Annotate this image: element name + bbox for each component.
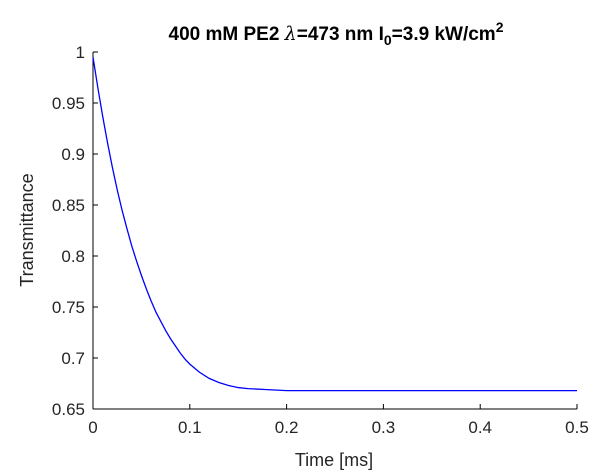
y-tick-label: 0.7	[61, 349, 85, 368]
y-tick-label: 0.9	[61, 145, 85, 164]
y-axis-label: Transmittance	[17, 173, 37, 286]
chart-title: 400 mM PE2 λ=473 nm I0=3.9 kW/cm2	[169, 19, 504, 48]
x-axis-label: Time [ms]	[295, 450, 373, 470]
y-axis-ticks: 0.65 0.7 0.75 0.8 0.85 0.9 0.95 1	[52, 43, 98, 419]
x-tick-label: 0.1	[178, 418, 202, 437]
plot-series	[92, 56, 577, 392]
x-tick-label: 0.4	[468, 418, 492, 437]
y-tick-label: 0.85	[52, 196, 85, 215]
y-tick-label: 0.75	[52, 298, 85, 317]
x-axis-ticks: 0 0.1 0.2 0.3 0.4 0.5	[88, 404, 589, 437]
y-tick-label: 1	[76, 43, 85, 62]
y-tick-label: 0.95	[52, 94, 85, 113]
x-tick-label: 0.2	[275, 418, 299, 437]
y-tick-label: 0.8	[61, 247, 85, 266]
x-tick-label: 0	[88, 418, 97, 437]
transmittance-line	[92, 56, 577, 392]
plot-axes	[92, 52, 577, 410]
x-tick-label: 0.5	[565, 418, 589, 437]
x-tick-label: 0.3	[372, 418, 396, 437]
y-tick-label: 0.65	[52, 400, 85, 419]
